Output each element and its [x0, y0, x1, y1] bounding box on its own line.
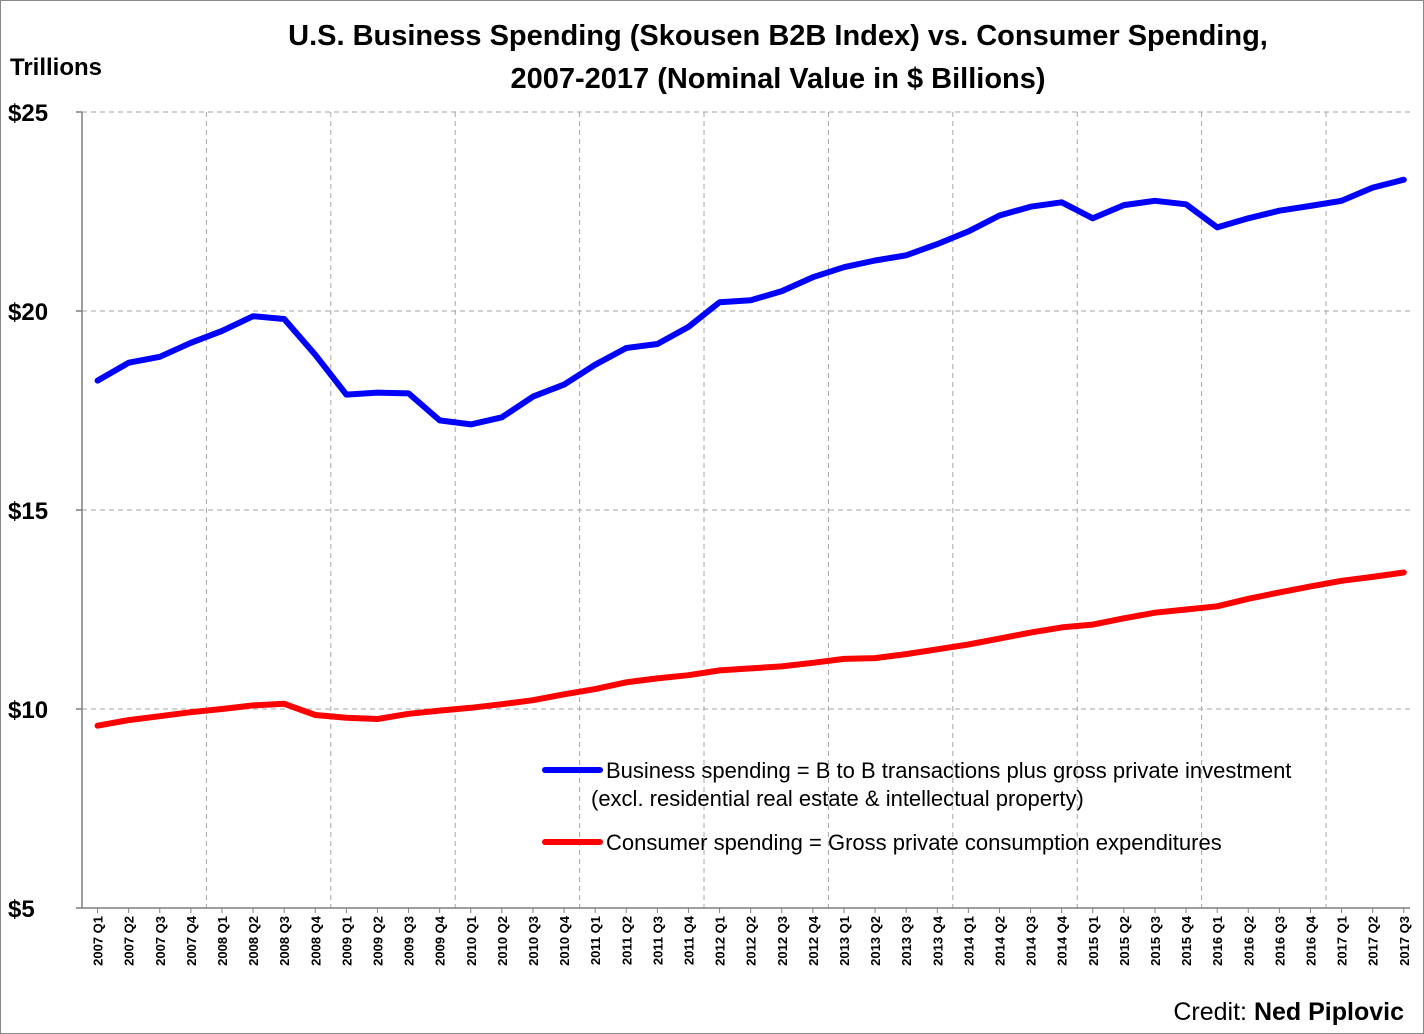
x-tick-label-7: 2008 Q4: [308, 915, 323, 966]
x-tick-label-24: 2013 Q1: [837, 916, 852, 966]
y-tick-label-20: $20: [8, 299, 48, 326]
x-tick-label-1: 2007 Q2: [122, 916, 137, 966]
x-tick-label-39: 2016 Q4: [1303, 915, 1318, 966]
legend: Business spending = B to B transactions …: [542, 758, 1291, 855]
credit-line: Credit: Ned Piplovic: [1173, 998, 1404, 1027]
legend-label-business-line1: Business spending = B to B transactions …: [606, 758, 1291, 783]
x-tick-label-42: 2017 Q3: [1397, 916, 1412, 966]
x-tick-label-3: 2007 Q4: [184, 915, 199, 966]
y-tick-label-10: $10: [8, 697, 48, 724]
x-tick-label-0: 2007 Q1: [91, 916, 106, 966]
legend-label-business-line2: (excl. residential real estate & intelle…: [591, 786, 1084, 811]
x-tick-label-15: 2010 Q4: [557, 915, 572, 966]
legend-label-consumer: Consumer spending = Gross private consum…: [606, 830, 1222, 855]
x-tick-label-11: 2009 Q4: [433, 915, 448, 966]
x-tick-label-25: 2013 Q2: [868, 916, 883, 966]
x-tick-label-40: 2017 Q1: [1335, 916, 1350, 966]
x-tick-label-28: 2014 Q1: [961, 916, 976, 966]
x-tick-label-41: 2017 Q2: [1366, 916, 1381, 966]
x-tick-label-22: 2012 Q3: [775, 916, 790, 966]
y-tick-label-25: $25: [8, 100, 48, 127]
x-tick-label-2: 2007 Q3: [153, 916, 168, 966]
x-tick-label-13: 2010 Q2: [495, 916, 510, 966]
x-tick-label-32: 2015 Q1: [1086, 916, 1101, 966]
x-tick-label-19: 2011 Q4: [681, 915, 696, 965]
x-tick-label-35: 2015 Q4: [1179, 915, 1194, 966]
x-tick-label-21: 2012 Q2: [744, 916, 759, 966]
grid-lines: [82, 111, 1410, 908]
y-tick-label-15: $15: [8, 498, 48, 525]
series-line-business: [94, 176, 1407, 428]
y-tick-label-5: $5: [8, 896, 35, 923]
x-tick-label-27: 2013 Q4: [930, 915, 945, 966]
credit-label: Credit:: [1173, 998, 1254, 1026]
x-tick-label-17: 2011 Q2: [619, 916, 634, 965]
x-tick-label-38: 2016 Q3: [1272, 916, 1287, 966]
x-tick-label-16: 2011 Q1: [588, 916, 603, 965]
x-tick-label-18: 2011 Q3: [650, 916, 665, 965]
x-tick-label-4: 2008 Q1: [215, 916, 230, 966]
x-tick-label-23: 2012 Q4: [806, 915, 821, 966]
chart-title-line1: U.S. Business Spending (Skousen B2B Inde…: [288, 20, 1268, 52]
x-tick-label-33: 2015 Q2: [1117, 916, 1132, 966]
x-tick-label-20: 2012 Q1: [713, 916, 728, 966]
x-tick-label-9: 2009 Q2: [370, 916, 385, 966]
x-tick-label-12: 2010 Q1: [464, 916, 479, 966]
y-tick-labels: $5 $10 $15 $20 $25: [8, 100, 82, 923]
x-tick-label-8: 2009 Q1: [339, 916, 354, 966]
series-line-consumer: [94, 569, 1407, 729]
x-tick-labels: 2007 Q1 2007 Q2 2007 Q3 2007 Q4 2008 Q1 2008 …: [91, 908, 1412, 966]
x-tick-label-36: 2016 Q1: [1210, 916, 1225, 966]
x-tick-label-26: 2013 Q3: [899, 916, 914, 966]
chart-title-line2: 2007-2017 (Nominal Value in $ Billions): [510, 63, 1046, 95]
x-tick-label-29: 2014 Q2: [992, 916, 1007, 966]
x-tick-label-34: 2015 Q3: [1148, 916, 1163, 966]
x-tick-label-31: 2014 Q4: [1055, 915, 1070, 966]
credit-name: Ned Piplovic: [1253, 998, 1404, 1026]
series-lines: [94, 176, 1407, 729]
x-tick-label-30: 2014 Q3: [1024, 916, 1039, 966]
x-tick-label-10: 2009 Q3: [402, 916, 417, 966]
x-tick-label-14: 2010 Q3: [526, 916, 541, 966]
x-tick-label-37: 2016 Q2: [1241, 916, 1256, 966]
x-tick-label-5: 2008 Q2: [246, 916, 261, 966]
y-axis-unit-label: Trillions: [10, 54, 103, 81]
x-tick-label-6: 2008 Q3: [277, 916, 292, 966]
